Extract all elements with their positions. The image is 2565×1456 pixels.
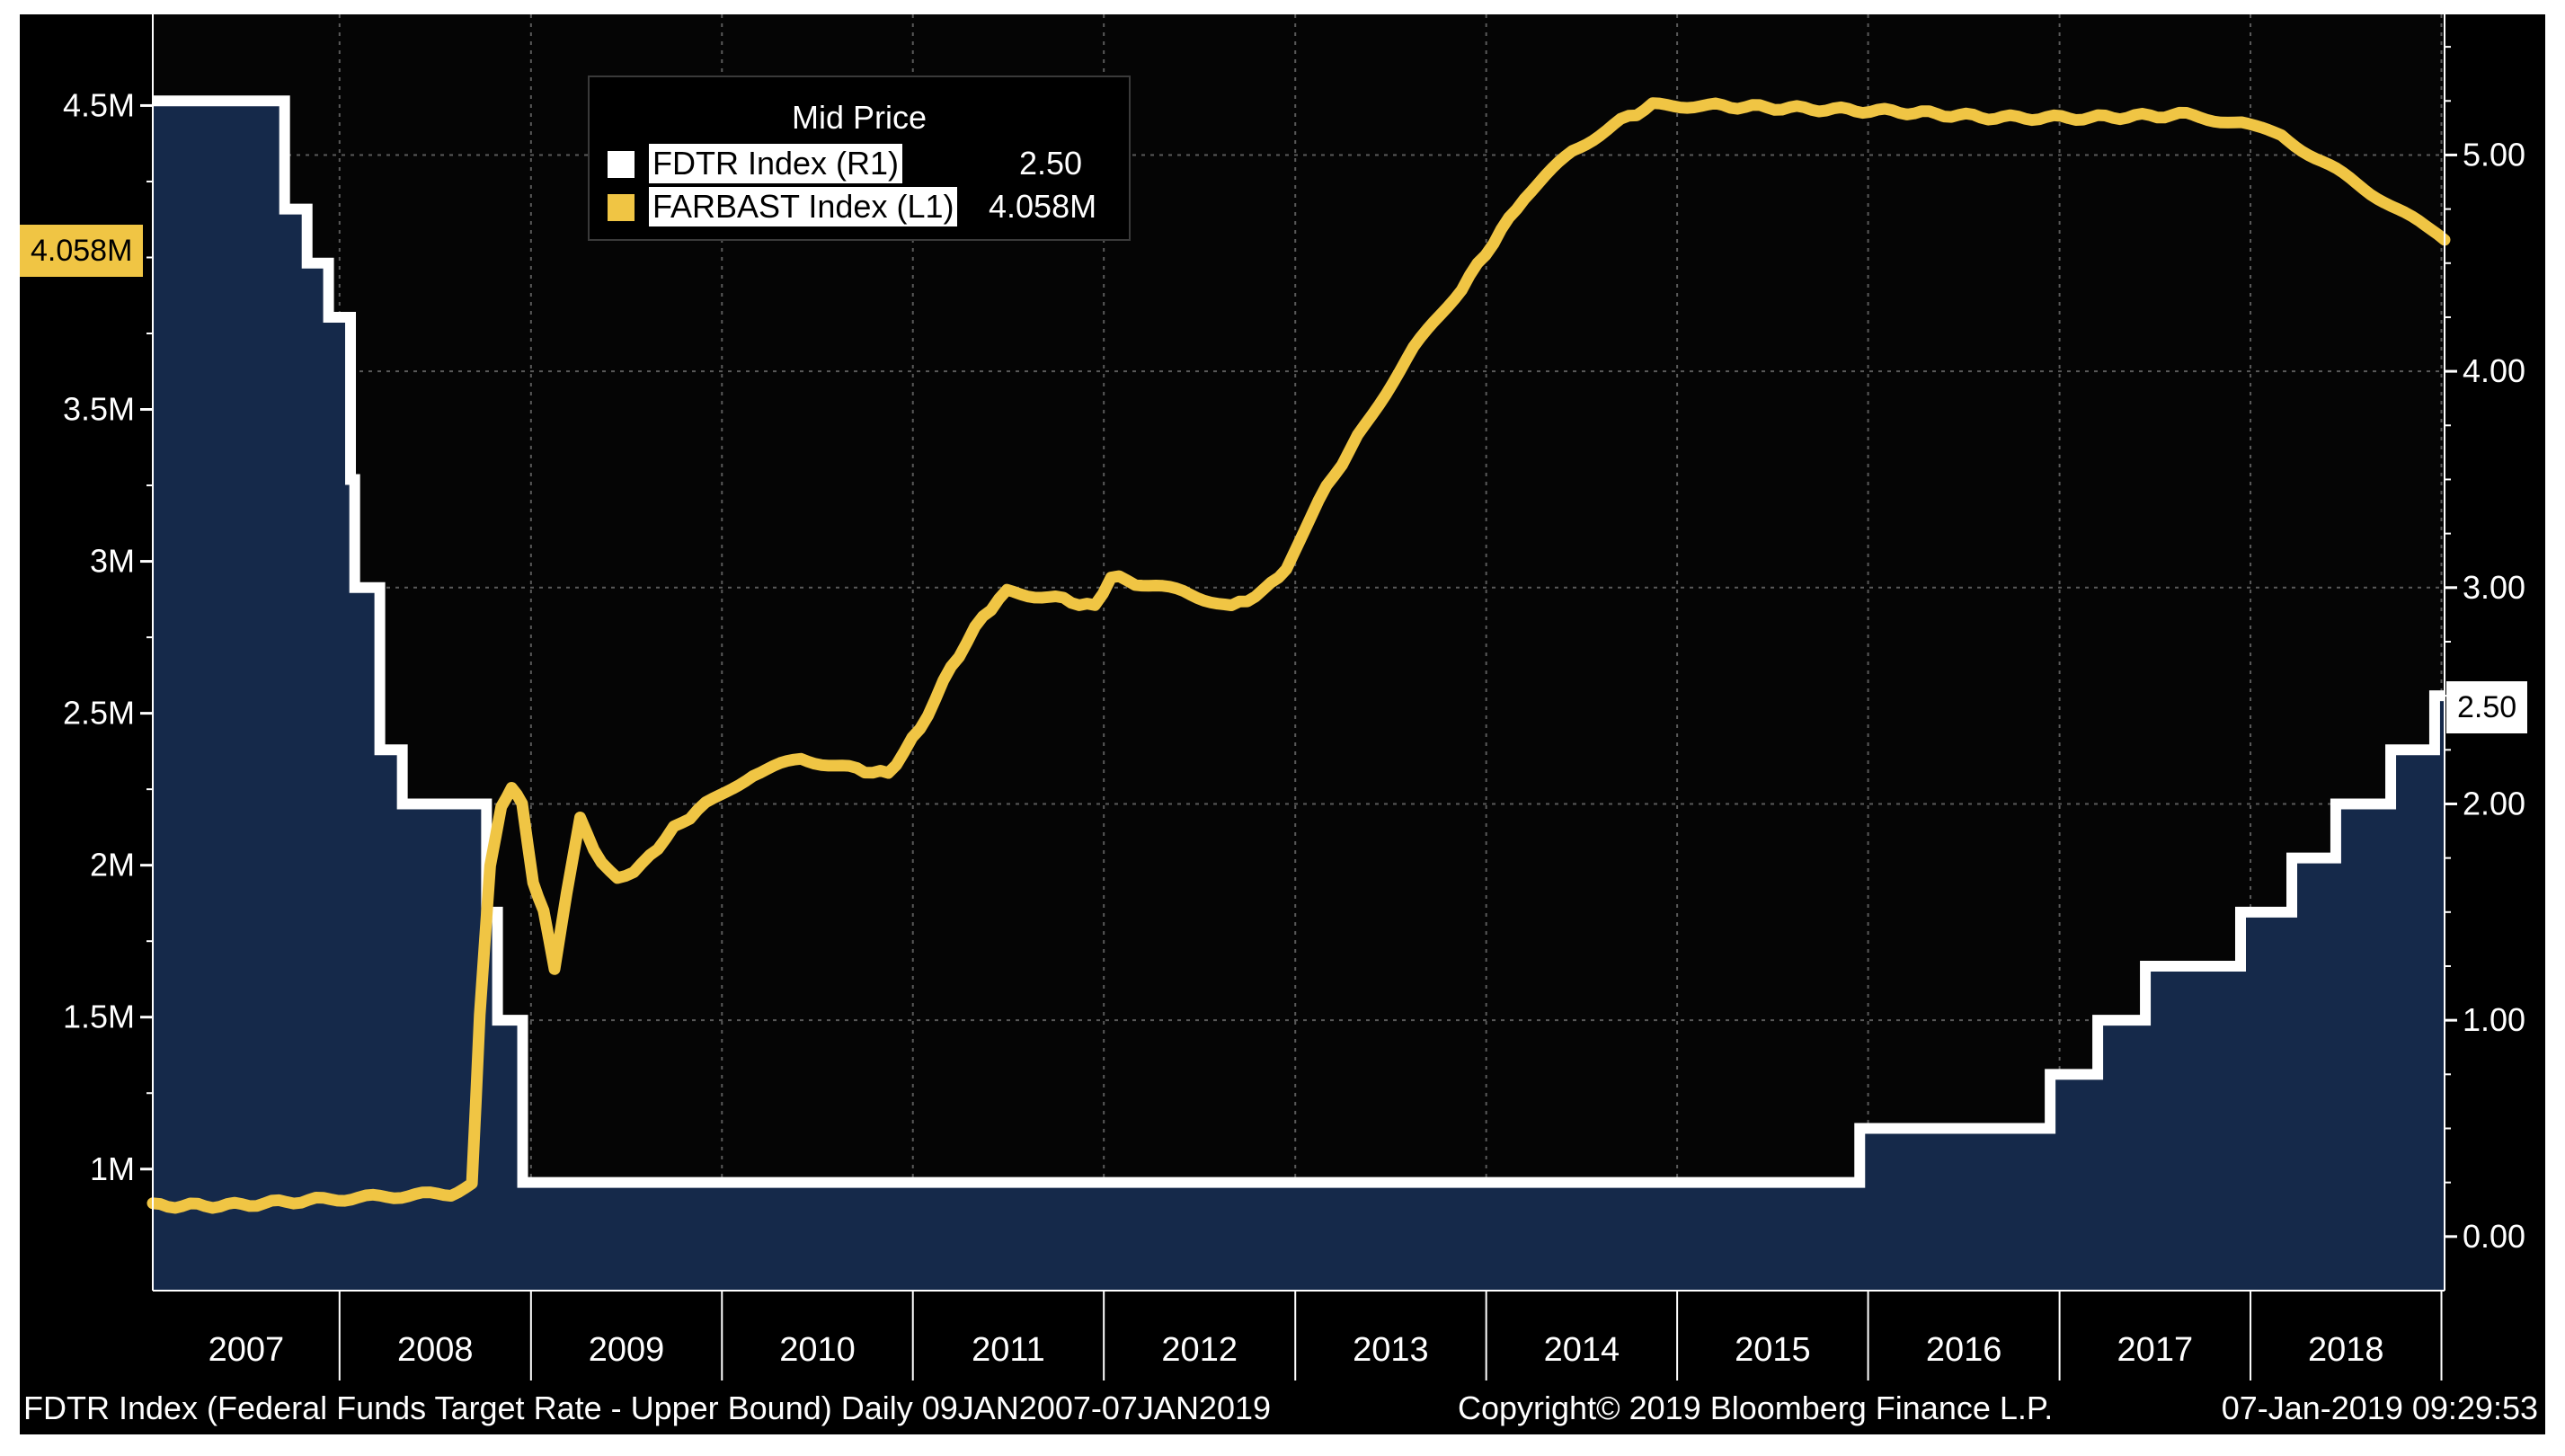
x-axis-tick-label: 2008 (397, 1331, 474, 1369)
chart-plot: 1M 1.5M 2M 2.5M 3M 3.5M 4.5M 0.00 1.00 2.00 3.00 4.… (63, 14, 2525, 1381)
legend-name-farbast: FARBAST Index (L1) (649, 187, 958, 226)
chart-legend: Mid Price FDTR Index (R1) 2.50 FARBAST I… (588, 75, 1131, 241)
left-axis-tick-label: 4.5M (63, 86, 135, 123)
footer-copyright: Copyright© 2019 Bloomberg Finance L.P. (1458, 1389, 2054, 1426)
right-axis-tick-label: 2.00 (2463, 785, 2525, 821)
legend-swatch-farbast (608, 194, 635, 221)
left-axis-tick-label: 2.5M (63, 695, 135, 732)
footer-timestamp: 07-Jan-2019 09:29:53 (2221, 1389, 2538, 1426)
left-axis-tick-label: 3.5M (63, 391, 135, 428)
right-axis-tick-label: 0.00 (2463, 1218, 2525, 1255)
farbast-series-line (146, 97, 2451, 1214)
left-axis-tick-label: 1.5M (63, 999, 135, 1035)
x-axis-tick-label: 2010 (779, 1331, 856, 1369)
fdtr-area-fill (153, 101, 2445, 1291)
right-axis-tick-label: 3.00 (2463, 569, 2525, 606)
left-axis-tick-label: 2M (90, 847, 135, 883)
x-axis-tick-label: 2012 (1161, 1331, 1238, 1369)
x-axis-tick-label: 2016 (1926, 1331, 2002, 1369)
chart-footer: FDTR Index (Federal Funds Target Rate - … (20, 1384, 2545, 1434)
legend-value-fdtr: 2.50 (1019, 145, 1083, 182)
farbast-last-value-flag: 4.058M (20, 225, 144, 277)
left-axis-tick-label: 1M (90, 1150, 135, 1187)
legend-name-fdtr: FDTR Index (R1) (649, 144, 903, 183)
x-axis-tick-label: 2014 (1544, 1331, 1620, 1369)
x-axis-tick-label: 2011 (972, 1331, 1045, 1369)
x-axis-tick-label: 2009 (589, 1331, 665, 1369)
legend-swatch-fdtr (608, 151, 635, 178)
x-axis-tick-label: 2015 (1735, 1331, 1811, 1369)
fdtr-series-line (153, 95, 2445, 1188)
right-axis-tick-label: 5.00 (2463, 136, 2525, 173)
right-axis-tick-label: 4.00 (2463, 352, 2525, 389)
footer-description: FDTR Index (Federal Funds Target Rate - … (23, 1389, 1272, 1426)
right-axis-tick-label: 1.00 (2463, 1001, 2525, 1038)
fdtr-last-value-flag: 2.50 (2446, 681, 2528, 733)
chart-window: 1M 1.5M 2M 2.5M 3M 3.5M 4.5M 0.00 1.00 2.00 3.00 4.… (20, 14, 2545, 1434)
legend-title: Mid Price (791, 99, 927, 136)
left-axis-tick-label: 3M (90, 543, 135, 580)
x-axis-tick-label: 2018 (2308, 1331, 2384, 1369)
x-axis-tick-label: 2017 (2117, 1331, 2194, 1369)
x-axis-tick-label: 2013 (1353, 1331, 1429, 1369)
x-axis-tick-label: 2007 (209, 1331, 285, 1369)
legend-value-farbast: 4.058M (989, 188, 1097, 225)
